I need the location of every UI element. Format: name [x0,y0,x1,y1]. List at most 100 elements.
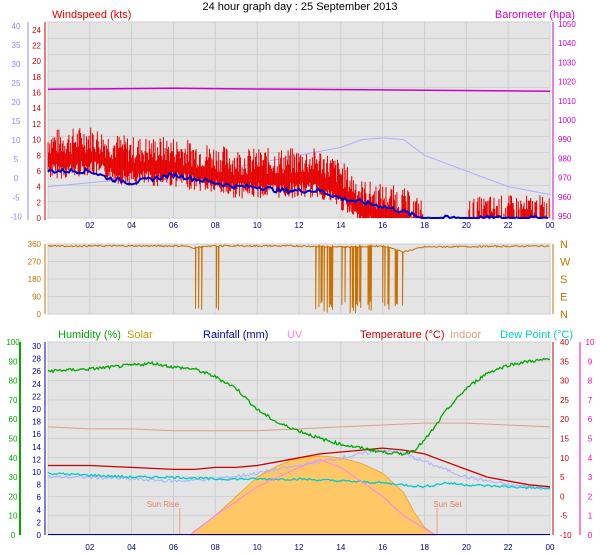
tick-x: 00 [546,543,555,552]
tick-rain: 14 [32,443,41,452]
tick-left-inner: 6 [37,167,42,176]
tick-rain: 0 [37,531,42,540]
tick-x: 16 [378,543,387,552]
tick-x: 22 [504,221,513,230]
tick-temp: 10 [560,454,569,463]
tick-left: 270 [28,258,42,267]
tick-uv: 2 [588,492,593,501]
tick-left-inner: 10 [32,136,41,145]
tick-humidity: 60 [9,415,18,424]
uv-line [189,459,436,536]
sunrise-label: Sun Rise [147,500,180,509]
solar-label: Solar [127,329,153,341]
tick-rain: 22 [32,392,41,401]
tick-humidity: 80 [9,377,18,386]
tick-left-inner: 16 [32,89,41,98]
temperature-line [48,447,551,488]
tick-left-inner: 14 [32,104,41,113]
tick-x: 10 [253,543,262,552]
tick-rain: 12 [32,455,41,464]
tick-uv: 10 [586,338,595,347]
tick-left-outer: 0 [14,174,19,183]
tick-x: 04 [127,543,136,552]
dewpoint-line [47,471,551,490]
tick-compass: N [560,309,568,321]
tick-rain: 26 [32,367,41,376]
temperature-label: Temperature (°C) [360,329,444,341]
tick-temp: 25 [560,396,569,405]
tick-temp: 40 [560,338,569,347]
page-title: 24 hour graph day : 25 September 2013 [202,1,397,13]
tick-temp: -5 [560,512,568,521]
faint-line [47,448,551,491]
tick-temp: 0 [560,492,565,501]
tick-uv: 6 [588,415,593,424]
tick-right: 1030 [558,58,576,67]
tick-humidity: 50 [9,435,18,444]
tick-left-outer: -10 [10,212,22,221]
tick-x: 16 [378,221,387,230]
faint-trace [47,137,551,195]
tick-left-outer: 35 [12,41,21,50]
tick-x: 20 [462,543,471,552]
tick-left-inner: 22 [32,42,41,51]
tick-x: 02 [85,543,94,552]
tick-temp: 35 [560,357,569,366]
tick-x: 02 [85,221,94,230]
tick-x: 06 [169,543,178,552]
tick-uv: 5 [588,435,593,444]
tick-x: 14 [336,543,345,552]
tick-humidity: 100 [6,338,20,347]
tick-rain: 20 [32,405,41,414]
tick-compass: E [560,292,567,304]
tick-left-outer: 10 [12,136,21,145]
tick-left-outer: 15 [12,117,21,126]
tick-right: 1050 [558,20,576,29]
tick-rain: 4 [37,506,42,515]
tick-x: 08 [211,543,220,552]
barometer-line [47,87,551,92]
tick-temp: 30 [560,377,569,386]
humidity-temperature-panel: Humidity (%) Solar Rainfall (mm) UV Temperat… [6,329,595,552]
tick-uv: 9 [588,357,593,366]
tick-left-outer: 20 [12,98,21,107]
tick-uv: 1 [588,512,593,521]
tick-rain: 8 [37,481,42,490]
tick-right: 1020 [558,78,576,87]
tick-right: 960 [558,193,572,202]
tick-uv: 4 [588,454,593,463]
tick-x: 12 [295,221,304,230]
tick-temp: -10 [560,531,572,540]
tick-right: 990 [558,135,572,144]
tick-humidity: 20 [9,492,18,501]
tick-humidity: 10 [9,512,18,521]
tick-left-inner: 12 [32,120,41,129]
tick-left-outer: 5 [14,155,19,164]
tick-right: 1000 [558,116,576,125]
tick-x: 08 [211,221,220,230]
tick-temp: 20 [560,415,569,424]
tick-x: 00 [546,221,555,230]
tick-x: 12 [295,543,304,552]
indoor-label: Indoor [450,329,482,341]
tick-uv: 3 [588,473,593,482]
tick-left-outer: 40 [12,22,21,31]
tick-right: 980 [558,154,572,163]
tick-right: 970 [558,174,572,183]
tick-right: 1040 [558,39,576,48]
tick-humidity: 90 [9,357,18,366]
indoor-line [47,422,551,432]
tick-x: 18 [420,543,429,552]
humidity-label: Humidity (%) [58,329,121,341]
tick-humidity: 30 [9,473,18,482]
uv-label: UV [287,329,303,341]
wind-average-line [47,166,549,220]
tick-x: 10 [253,221,262,230]
tick-left-outer: -5 [12,193,20,202]
tick-compass: S [560,274,567,286]
barometer-label: Barometer (hpa) [495,9,575,21]
tick-left-inner: 4 [37,183,42,192]
tick-x: 04 [127,221,136,230]
